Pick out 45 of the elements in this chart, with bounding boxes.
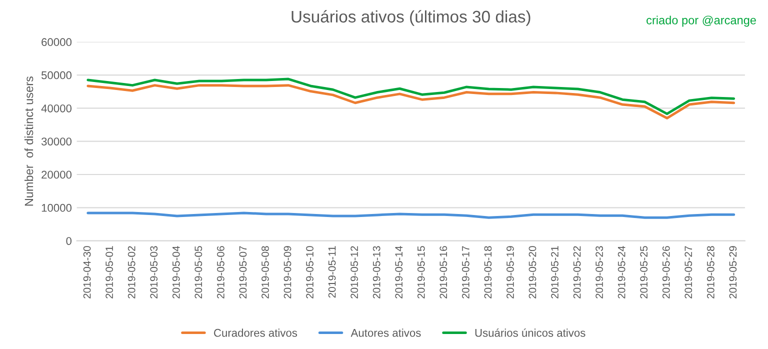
x-tick-label: 2019-05-04 — [172, 246, 180, 298]
x-tick-label: 2019-05-05 — [194, 246, 202, 298]
x-tick-label: 2019-05-26 — [662, 246, 670, 298]
y-tick-label: 60000 — [42, 38, 72, 46]
x-tick-label: 2019-05-08 — [262, 246, 269, 298]
y-tick-label: 40000 — [41, 104, 72, 112]
x-tick-label: 2019-05-24 — [618, 246, 626, 298]
x-tick-label: 2019-05-27 — [684, 246, 692, 298]
y-tick-label: 0 — [66, 237, 72, 245]
y-tick-label: 50000 — [41, 71, 72, 80]
x-tick-label: 2019-05-01 — [106, 246, 114, 298]
x-tick-label: 2019-05-14 — [395, 246, 403, 298]
x-tick-label: 2019-05-06 — [216, 246, 224, 298]
y-tick-label: 20000 — [42, 170, 72, 179]
x-tick-label: 2019-05-19 — [506, 246, 514, 298]
chart-title: Usuários ativos (últimos 30 dias) — [292, 10, 530, 26]
x-tick-label: 2019-05-28 — [706, 246, 714, 298]
x-tick-label: 2019-05-29 — [729, 246, 737, 298]
x-tick-label: 2019-05-09 — [284, 246, 292, 298]
y-tick-label: 10000 — [42, 204, 72, 212]
line-series — [86, 78, 736, 116]
x-tick-label: 2019-05-03 — [150, 246, 158, 298]
x-tick-label: 2019-05-15 — [417, 246, 425, 298]
legend-label: Autores ativos — [350, 328, 421, 337]
y-tick-label: 30000 — [41, 138, 72, 146]
x-tick-label: 2019-05-22 — [573, 246, 581, 298]
text: criado por @arcange — [646, 16, 756, 27]
y-axis-title: Number of distinct users — [24, 76, 34, 206]
x-tick-label: 2019-05-12 — [350, 246, 358, 298]
x-tick-label: 2019-04-30 — [83, 246, 91, 298]
line-series — [86, 84, 736, 120]
x-tick-label: 2019-05-21 — [551, 246, 558, 298]
x-tick-label: 2019-05-11 — [328, 246, 336, 298]
x-tick-label: 2019-05-17 — [462, 246, 470, 298]
x-tick-label: 2019-05-10 — [306, 246, 314, 298]
x-tick-label: 2019-05-02 — [128, 246, 136, 298]
x-tick-label: 2019-05-13 — [372, 246, 380, 298]
x-tick-label: 2019-05-16 — [440, 246, 448, 298]
x-tick-label: 2019-05-20 — [528, 246, 536, 298]
legend-label: Curadores ativos — [214, 328, 298, 337]
x-tick-label: 2019-05-23 — [596, 246, 603, 298]
x-tick-label: 2019-05-25 — [640, 246, 648, 298]
legend-label: Usuários únicos ativos — [475, 328, 586, 337]
x-tick-label: 2019-05-18 — [484, 246, 492, 298]
x-tick-label: 2019-05-07 — [239, 246, 247, 298]
